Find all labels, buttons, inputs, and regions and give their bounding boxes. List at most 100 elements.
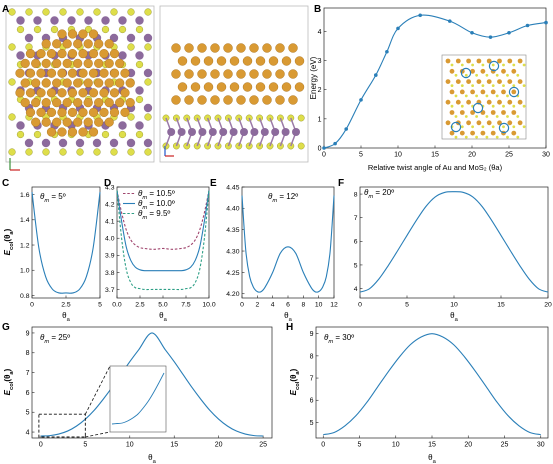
gold-atom xyxy=(67,29,78,39)
molybdenum-atom xyxy=(118,51,127,60)
x-tick-label: 7.5 xyxy=(181,301,191,308)
inset-sulfur-atom xyxy=(502,84,505,87)
gold-atom xyxy=(57,88,67,98)
y-tick-label: 4.0 xyxy=(105,236,115,243)
sulfur-atom xyxy=(33,130,42,139)
gold-atom xyxy=(262,95,272,105)
gold-atom xyxy=(115,58,125,69)
x-tick-label: 20 xyxy=(544,301,552,308)
inset-gold-atom xyxy=(486,120,492,126)
gold-atom xyxy=(171,43,181,53)
sulfur-atom xyxy=(50,25,59,34)
y-tick-label: 3.7 xyxy=(105,287,115,294)
molybdenum-atom xyxy=(143,138,153,148)
gold-atom xyxy=(83,117,93,127)
sulfur-atom xyxy=(297,114,305,122)
y-tick-label: 5 xyxy=(310,420,314,427)
molybdenum-atom xyxy=(135,121,144,130)
inset-sulfur-atom xyxy=(491,63,495,67)
data-point xyxy=(344,127,349,131)
legend-label: θm = 9.5º xyxy=(138,209,170,221)
y-tick-label: 4.3 xyxy=(105,184,115,191)
data-point xyxy=(396,26,400,31)
series-line xyxy=(116,190,210,250)
gold-atom xyxy=(52,58,62,69)
x-tick-label: 0 xyxy=(321,442,325,449)
x-tick-label: 0 xyxy=(39,442,43,449)
h-title: θm = 30º xyxy=(324,333,354,345)
gold-atom xyxy=(62,78,72,88)
x-tick-label: 5 xyxy=(358,442,362,449)
gold-atom xyxy=(249,69,259,79)
gold-atom xyxy=(120,68,130,78)
data-point xyxy=(448,19,452,23)
molybdenum-atom xyxy=(135,51,144,60)
panel-d-chart: 0.0 2.5 5.0 7.5 10.0 3.7 3.8 3.9 4.0 4.1 4.2 4.3 θm … xyxy=(105,184,216,323)
inset-gold-atom xyxy=(501,110,506,115)
gold-atom xyxy=(41,97,51,108)
gold-atom xyxy=(94,78,104,88)
panel-a-frame-left xyxy=(5,5,155,163)
inset-gold-atom xyxy=(466,120,471,126)
side-view-structure xyxy=(162,43,305,150)
gold-atom xyxy=(83,58,93,69)
gold-atom xyxy=(104,58,114,69)
inset-gold-atom xyxy=(497,99,502,105)
panel-label-b: B xyxy=(314,4,321,15)
gold-atom xyxy=(31,97,41,108)
inset-sulfur-atom xyxy=(450,84,454,87)
inset-gold-atom xyxy=(490,89,496,95)
gold-atom xyxy=(31,58,41,69)
series-line xyxy=(323,333,541,436)
inset-sulfur-atom xyxy=(512,125,516,129)
sulfur-atom xyxy=(127,113,135,121)
gold-atom xyxy=(25,107,36,118)
y-tick-label: 4.30 xyxy=(226,248,239,255)
y-tick-label: 5 xyxy=(26,410,30,417)
data-point xyxy=(544,20,548,25)
data-point xyxy=(374,73,378,77)
gold-atom xyxy=(73,97,83,108)
inset-gold-atom xyxy=(517,120,523,126)
gold-atom xyxy=(20,58,30,69)
gold-atom xyxy=(20,97,30,108)
axes-icon-left xyxy=(9,158,20,171)
inset-sulfur-atom xyxy=(471,84,474,87)
x-tick-label: 10 xyxy=(126,442,134,449)
molybdenum-atom xyxy=(24,33,34,43)
sulfur-atom xyxy=(59,148,67,156)
gold-atom xyxy=(57,107,67,118)
molybdenum-atom xyxy=(240,128,248,136)
panel-label-a: A xyxy=(2,4,9,15)
gold-atom xyxy=(94,117,104,127)
gold-atom xyxy=(36,107,46,118)
gold-atom xyxy=(67,48,78,59)
gold-atom xyxy=(197,95,207,105)
gold-atom xyxy=(268,82,279,92)
y-tick-label: 7 xyxy=(26,370,30,377)
gold-atom xyxy=(88,29,99,39)
gold-atom xyxy=(281,56,292,66)
x-axis-label: θa xyxy=(284,311,292,323)
gold-atom xyxy=(125,97,135,108)
inset-gold-atom xyxy=(511,68,517,74)
b-x-axis-label: Relative twist angle of Au and MoS₂ (θa) xyxy=(368,163,503,172)
inset-sulfur-atom xyxy=(485,73,489,77)
gold-atom xyxy=(41,117,51,127)
x-tick-label: 30 xyxy=(542,152,550,159)
inset-gold-atom xyxy=(497,79,502,84)
gold-atom xyxy=(25,48,36,59)
inset-gold-atom xyxy=(449,130,455,136)
panel-f-chart: 0 5 10 15 20 4 5 6 7 8 θa θm = 20º xyxy=(354,186,552,323)
panel-e-chart: 0 2 4 6 8 10 12 4.20 4.25 4.30 4.35 4.40 4.45 θa θm = … xyxy=(226,184,338,323)
inset-gold-atom xyxy=(459,130,465,136)
sulfur-atom xyxy=(101,130,110,139)
x-tick-label: 5 xyxy=(405,301,409,308)
inset-sulfur-atom xyxy=(464,115,468,118)
gold-atom xyxy=(67,107,78,118)
molybdenum-atom xyxy=(92,138,102,148)
inset-gold-atom xyxy=(517,79,523,84)
gold-atom xyxy=(288,95,298,105)
gold-atom xyxy=(46,68,57,78)
inset-sulfur-atom xyxy=(516,73,520,77)
